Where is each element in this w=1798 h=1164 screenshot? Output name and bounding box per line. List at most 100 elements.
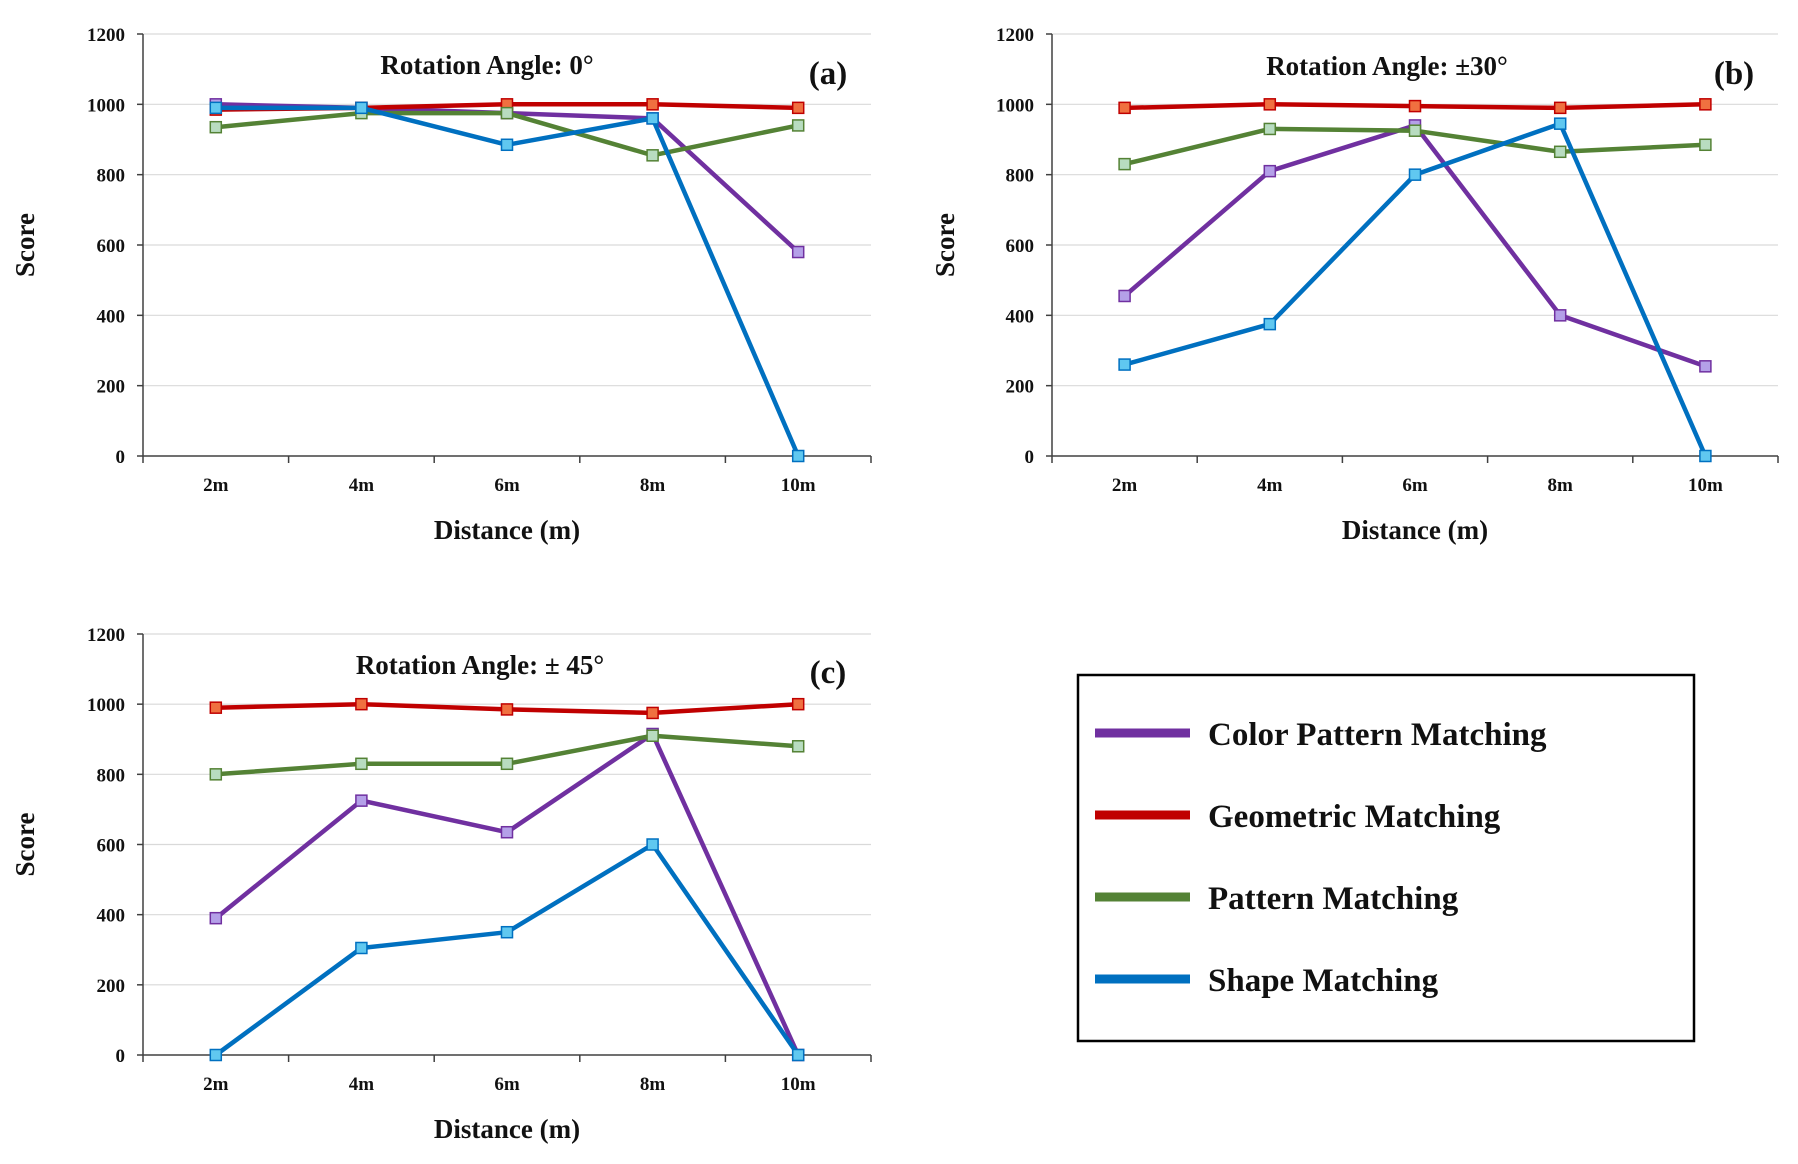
x-tick-label: 10m <box>1688 475 1723 496</box>
y-tick-label: 1000 <box>87 95 125 116</box>
x-tick-label: 2m <box>1112 475 1138 496</box>
chart-title: Rotation Angle: 0° <box>380 50 593 80</box>
data-point <box>209 1048 223 1062</box>
data-point <box>1553 145 1567 159</box>
data-point <box>1118 358 1131 371</box>
panel-label: (b) <box>1714 56 1754 92</box>
x-axis-label: Distance (m) <box>434 515 580 545</box>
data-point <box>1118 289 1131 303</box>
data-point <box>1699 98 1712 111</box>
data-point <box>209 120 223 134</box>
y-tick-label: 1000 <box>996 95 1034 116</box>
series-shape <box>1118 117 1712 463</box>
y-tick-label: 1200 <box>996 25 1034 46</box>
series-line <box>213 102 801 255</box>
data-point <box>1263 98 1277 111</box>
data-point <box>1118 157 1131 171</box>
y-tick-label: 400 <box>97 906 126 927</box>
data-point <box>791 697 805 711</box>
data-point <box>1553 117 1567 130</box>
panel-label: (a) <box>809 56 847 92</box>
y-axis-label: Score <box>10 213 40 277</box>
y-tick-label: 0 <box>116 1046 126 1067</box>
data-point <box>791 740 805 753</box>
legend-label: Pattern Matching <box>1208 881 1459 917</box>
series-line <box>213 105 801 459</box>
x-tick-label: 10m <box>781 1074 816 1095</box>
y-tick-label: 200 <box>97 377 126 398</box>
legend-item-shape: Shape Matching <box>1095 963 1439 999</box>
data-point <box>355 101 368 115</box>
x-tick-label: 2m <box>203 1074 229 1095</box>
series-pattern <box>209 729 805 781</box>
series-line <box>1122 123 1708 369</box>
series-color-pattern <box>209 727 805 1062</box>
x-tick-label: 8m <box>1548 475 1574 496</box>
chart-title: Rotation Angle: ±30° <box>1266 51 1508 81</box>
legend-item-color-pattern: Color Pattern Matching <box>1095 717 1547 753</box>
data-point <box>1263 164 1277 178</box>
data-point <box>1408 168 1422 181</box>
y-axis-label: Score <box>10 812 40 876</box>
data-point <box>1553 309 1567 322</box>
data-point <box>209 768 223 781</box>
data-point <box>1263 122 1277 136</box>
data-point <box>500 925 514 939</box>
data-point <box>791 101 805 115</box>
data-point <box>791 245 805 259</box>
data-point <box>355 794 368 807</box>
chart-panel-c: 0 200 400 600 800 1000 1200 2m 4m 6m 8m 10m Distance… <box>10 625 872 1144</box>
y-tick-label: 600 <box>97 236 126 257</box>
series-shape <box>209 101 805 463</box>
data-point <box>209 101 223 115</box>
x-axis-label: Distance (m) <box>1342 515 1488 545</box>
series-color-pattern <box>1118 119 1712 373</box>
data-point <box>791 449 805 463</box>
legend-label: Geometric Matching <box>1208 799 1501 835</box>
data-point <box>500 703 514 716</box>
data-point <box>646 98 659 111</box>
data-point <box>646 729 659 742</box>
y-tick-label: 800 <box>97 166 126 187</box>
data-point <box>500 825 514 839</box>
y-tick-label: 0 <box>1025 447 1035 468</box>
data-point <box>355 757 368 771</box>
x-tick-label: 4m <box>1257 475 1283 496</box>
x-tick-label: 4m <box>349 1074 375 1095</box>
data-point <box>355 697 368 711</box>
x-tick-label: 10m <box>781 475 816 496</box>
chart-panel-b: 0 200 400 600 800 1000 1200 2m 4m 6m 8m 10m Distance… <box>930 25 1779 545</box>
series-geometric <box>1118 98 1712 115</box>
y-tick-label: 800 <box>1006 166 1035 187</box>
y-tick-label: 1200 <box>87 625 125 646</box>
legend-item-pattern: Pattern Matching <box>1095 881 1459 917</box>
series-color-pattern <box>209 98 805 259</box>
series-pattern <box>1118 122 1712 171</box>
y-tick-label: 200 <box>97 976 126 997</box>
data-point <box>209 911 223 925</box>
series-pattern <box>209 106 805 162</box>
x-tick-label: 4m <box>349 475 375 496</box>
data-point <box>500 757 514 771</box>
legend: Color Pattern Matching Geometric Matchin… <box>1076 673 1696 1043</box>
data-point <box>500 106 514 120</box>
y-axis-label: Score <box>930 213 960 277</box>
legend-item-geometric: Geometric Matching <box>1095 799 1501 835</box>
x-tick-label: 8m <box>640 475 666 496</box>
x-tick-label: 6m <box>494 1074 520 1095</box>
data-point <box>209 701 223 714</box>
y-tick-label: 400 <box>1006 306 1035 327</box>
data-point <box>1699 360 1712 373</box>
legend-label: Shape Matching <box>1208 963 1439 999</box>
y-tick-label: 1200 <box>87 25 125 46</box>
data-point <box>1553 101 1567 115</box>
data-point <box>1408 124 1422 137</box>
data-point <box>646 838 659 851</box>
data-point <box>1118 101 1131 115</box>
y-tick-label: 800 <box>97 765 126 786</box>
y-tick-label: 600 <box>1006 236 1035 257</box>
series-line <box>213 731 801 1058</box>
data-point <box>646 149 659 162</box>
data-point <box>646 706 659 720</box>
